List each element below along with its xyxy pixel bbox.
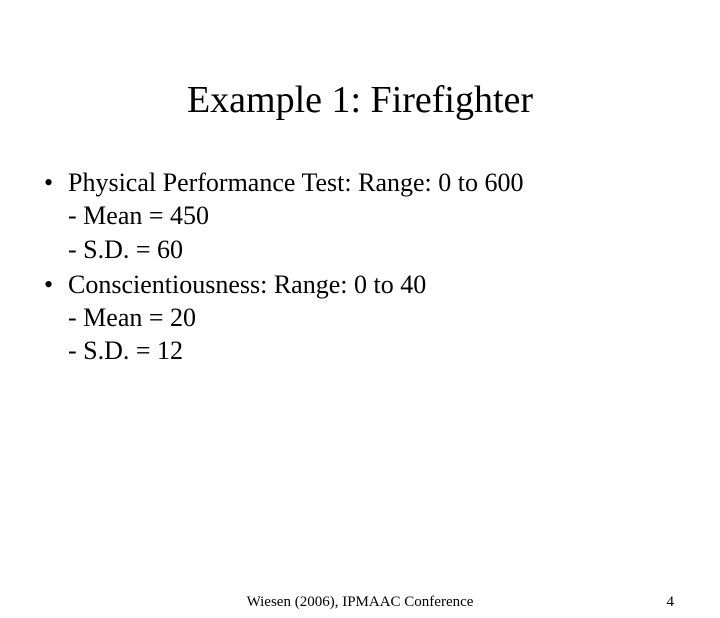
bullet-list: Physical Performance Test: Range: 0 to 6… (40, 166, 680, 368)
bullet-subline: - Mean = 450 (68, 199, 680, 232)
slide-title: Example 1: Firefighter (0, 78, 720, 122)
footer-citation: Wiesen (2006), IPMAAC Conference (247, 594, 474, 611)
slide-content: Physical Performance Test: Range: 0 to 6… (40, 166, 680, 368)
bullet-subline: - S.D. = 12 (68, 334, 680, 367)
bullet-item: Conscientiousness: Range: 0 to 40 - Mean… (40, 268, 680, 368)
bullet-subline: - Mean = 20 (68, 301, 680, 334)
slide: Example 1: Firefighter Physical Performa… (0, 78, 720, 618)
bullet-item: Physical Performance Test: Range: 0 to 6… (40, 166, 680, 266)
bullet-subline: - S.D. = 60 (68, 233, 680, 266)
bullet-main-text: Conscientiousness: Range: 0 to 40 (68, 270, 426, 299)
bullet-main-text: Physical Performance Test: Range: 0 to 6… (68, 168, 524, 197)
page-number: 4 (667, 594, 675, 611)
